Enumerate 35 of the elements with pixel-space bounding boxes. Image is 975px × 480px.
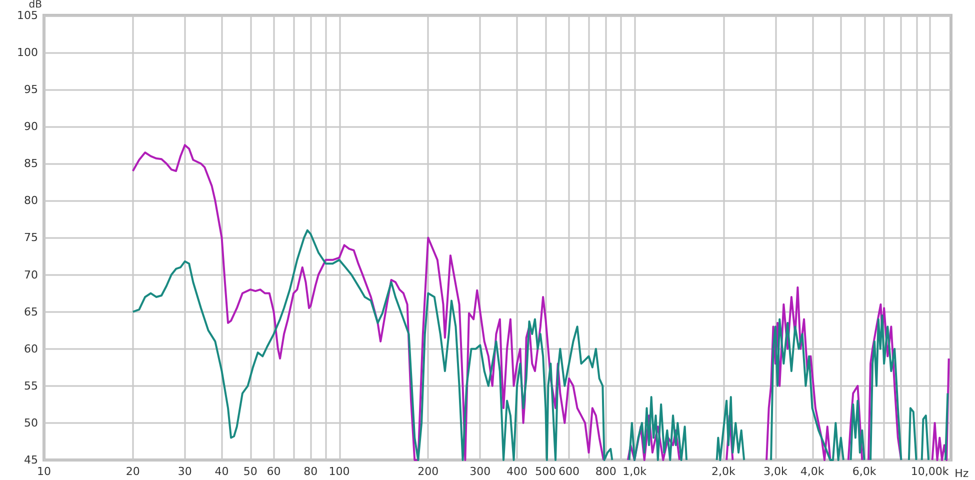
y-tick-label: 45 [24,454,38,466]
x-tick-label: 6,0k [852,465,877,478]
x-tick-label: 600 [558,465,580,478]
x-tick-label: 500 [535,465,556,478]
x-tick-label: 200 [418,465,439,478]
x-tick-label: 800 [595,465,616,478]
y-tick-label: 80 [24,194,38,208]
x-tick-label: 30 [178,465,192,478]
x-tick-label: 300 [470,465,491,478]
y-tick-label: 70 [24,268,38,282]
x-tick-label: 80 [304,465,318,478]
x-tick-label: 1,0k [622,465,648,478]
x-tick-label: 10,00k [910,465,950,478]
y-axis-title: dB [28,0,42,10]
y-tick-label: 50 [24,416,38,430]
x-axis-title: Hz [954,467,969,480]
y-tick-label: 90 [24,120,38,134]
y-tick-label: 100 [17,46,38,59]
y-tick-label: 85 [24,157,38,170]
x-tick-label: 20 [126,465,140,478]
y-tick-label: 60 [24,342,38,356]
x-tick-label: 400 [506,465,528,478]
x-tick-label: 50 [243,465,258,478]
x-tick-label: 2,0k [711,465,736,478]
x-tick-label: 10 [37,465,51,478]
x-tick-label: 100 [328,465,350,478]
y-tick-label: 75 [24,231,38,244]
y-tick-label: 55 [24,379,38,392]
x-tick-label: 60 [266,465,281,478]
x-tick-label: 40 [214,465,229,478]
x-tick-label: 4,0k [800,465,825,478]
y-tick-label: 65 [24,305,38,318]
y-tick-label: 105 [17,8,38,22]
x-tick-label: 3,0k [763,465,788,478]
y-tick-label: 95 [24,83,38,96]
